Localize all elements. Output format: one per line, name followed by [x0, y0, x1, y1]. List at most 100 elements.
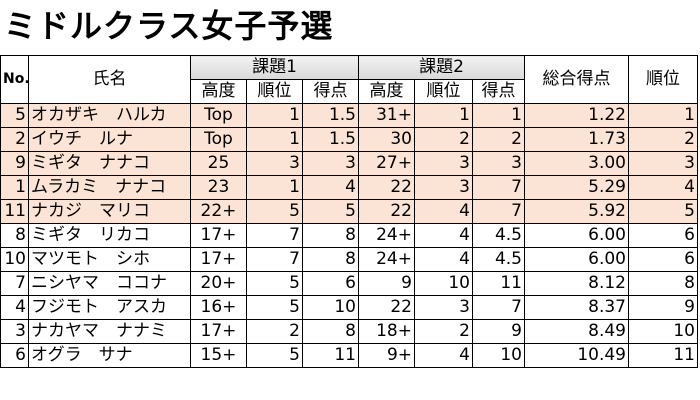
- cell-round1-height: 20+: [190, 271, 247, 296]
- header-round1: 課題1: [190, 55, 359, 80]
- cell-round2-rank: 3: [414, 295, 473, 320]
- cell-round2-points: 11: [472, 271, 525, 296]
- cell-round1-points: 5: [302, 199, 359, 224]
- cell-round1-points: 8: [302, 247, 359, 272]
- page-title: ミドルクラス女子予選: [4, 7, 334, 45]
- table-row: 3 ナカヤマ ナナミ 17+ 2 8 18+ 2 9 8.49 10: [0, 319, 698, 344]
- cell-no: 2: [0, 127, 29, 152]
- header-no: No.: [0, 55, 29, 104]
- cell-round2-rank: 4: [414, 343, 473, 368]
- cell-final-rank: 4: [628, 175, 698, 200]
- cell-round2-points: 7: [472, 295, 525, 320]
- cell-name: マツモト シホ: [28, 247, 191, 272]
- cell-round2-height: 9+: [358, 343, 415, 368]
- cell-name: ナカジ マリコ: [28, 199, 191, 224]
- cell-name: ナカヤマ ナナミ: [28, 319, 191, 344]
- cell-round2-height: 31+: [358, 103, 415, 128]
- cell-round1-points: 8: [302, 223, 359, 248]
- cell-no: 6: [0, 343, 29, 368]
- header-name: 氏名: [28, 55, 191, 104]
- cell-round1-points: 8: [302, 319, 359, 344]
- results-body: 5 オカザキ ハルカ Top 1 1.5 31+ 1 1 1.22 1 2 イウチ ルナ Top 1 1.5…: [0, 103, 698, 368]
- header-round1-points: 得点: [302, 79, 359, 104]
- cell-round2-height: 9: [358, 271, 415, 296]
- cell-round2-rank: 4: [414, 247, 473, 272]
- cell-no: 1: [0, 175, 29, 200]
- cell-final-rank: 11: [628, 343, 698, 368]
- cell-round2-points: 9: [472, 319, 525, 344]
- cell-round1-height: 15+: [190, 343, 247, 368]
- cell-round1-points: 10: [302, 295, 359, 320]
- cell-round2-height: 30: [358, 127, 415, 152]
- cell-round1-rank: 1: [246, 127, 303, 152]
- cell-total: 5.29: [524, 175, 629, 200]
- header-round1-height: 高度: [190, 79, 247, 104]
- cell-total: 8.12: [524, 271, 629, 296]
- cell-total: 1.22: [524, 103, 629, 128]
- header-final-rank: 順位: [628, 55, 698, 104]
- cell-no: 5: [0, 103, 29, 128]
- cell-round2-rank: 3: [414, 151, 473, 176]
- cell-round1-rank: 7: [246, 223, 303, 248]
- table-row: 9 ミギタ ナナコ 25 3 3 27+ 3 3 3.00 3: [0, 151, 698, 176]
- cell-round1-height: Top: [190, 127, 247, 152]
- cell-final-rank: 8: [628, 271, 698, 296]
- cell-total: 5.92: [524, 199, 629, 224]
- table-row: 11 ナカジ マリコ 22+ 5 5 22 4 7 5.92 5: [0, 199, 698, 224]
- cell-total: 8.37: [524, 295, 629, 320]
- cell-name: ニシヤマ ココナ: [28, 271, 191, 296]
- cell-total: 1.73: [524, 127, 629, 152]
- cell-round1-points: 1.5: [302, 127, 359, 152]
- cell-round2-rank: 10: [414, 271, 473, 296]
- table-row: 6 オグラ サナ 15+ 5 11 9+ 4 10 10.49 11: [0, 343, 698, 368]
- cell-round2-height: 22: [358, 295, 415, 320]
- cell-name: ムラカミ ナナコ: [28, 175, 191, 200]
- cell-round2-height: 22: [358, 175, 415, 200]
- header-round1-rank: 順位: [246, 79, 303, 104]
- cell-round2-height: 24+: [358, 247, 415, 272]
- cell-final-rank: 3: [628, 151, 698, 176]
- cell-round2-points: 7: [472, 175, 525, 200]
- cell-round1-points: 11: [302, 343, 359, 368]
- cell-final-rank: 5: [628, 199, 698, 224]
- cell-no: 11: [0, 199, 29, 224]
- cell-round1-rank: 5: [246, 343, 303, 368]
- cell-round2-points: 2: [472, 127, 525, 152]
- cell-round2-points: 7: [472, 199, 525, 224]
- cell-round1-height: 16+: [190, 295, 247, 320]
- cell-round1-height: 17+: [190, 223, 247, 248]
- cell-round1-height: 25: [190, 151, 247, 176]
- cell-round2-rank: 2: [414, 127, 473, 152]
- cell-round2-rank: 4: [414, 223, 473, 248]
- cell-total: 6.00: [524, 223, 629, 248]
- cell-round1-rank: 1: [246, 103, 303, 128]
- cell-round2-rank: 4: [414, 199, 473, 224]
- cell-name: オグラ サナ: [28, 343, 191, 368]
- header-round2-points: 得点: [472, 79, 525, 104]
- cell-round1-rank: 3: [246, 151, 303, 176]
- cell-round2-height: 27+: [358, 151, 415, 176]
- cell-no: 3: [0, 319, 29, 344]
- cell-round2-rank: 1: [414, 103, 473, 128]
- cell-round1-rank: 2: [246, 319, 303, 344]
- cell-round1-height: 17+: [190, 247, 247, 272]
- table-row: 2 イウチ ルナ Top 1 1.5 30 2 2 1.73 2: [0, 127, 698, 152]
- cell-round1-height: Top: [190, 103, 247, 128]
- cell-round1-height: 17+: [190, 319, 247, 344]
- cell-round2-rank: 2: [414, 319, 473, 344]
- cell-round1-points: 6: [302, 271, 359, 296]
- cell-no: 9: [0, 151, 29, 176]
- table-row: 5 オカザキ ハルカ Top 1 1.5 31+ 1 1 1.22 1: [0, 103, 698, 128]
- cell-final-rank: 6: [628, 247, 698, 272]
- cell-round1-height: 23: [190, 175, 247, 200]
- cell-total: 8.49: [524, 319, 629, 344]
- cell-round2-points: 3: [472, 151, 525, 176]
- cell-final-rank: 9: [628, 295, 698, 320]
- cell-round2-height: 18+: [358, 319, 415, 344]
- cell-round1-rank: 5: [246, 199, 303, 224]
- table-row: 1 ムラカミ ナナコ 23 1 4 22 3 7 5.29 4: [0, 175, 698, 200]
- cell-no: 7: [0, 271, 29, 296]
- cell-no: 10: [0, 247, 29, 272]
- table-row: 10 マツモト シホ 17+ 7 8 24+ 4 4.5 6.00 6: [0, 247, 698, 272]
- cell-round2-points: 10: [472, 343, 525, 368]
